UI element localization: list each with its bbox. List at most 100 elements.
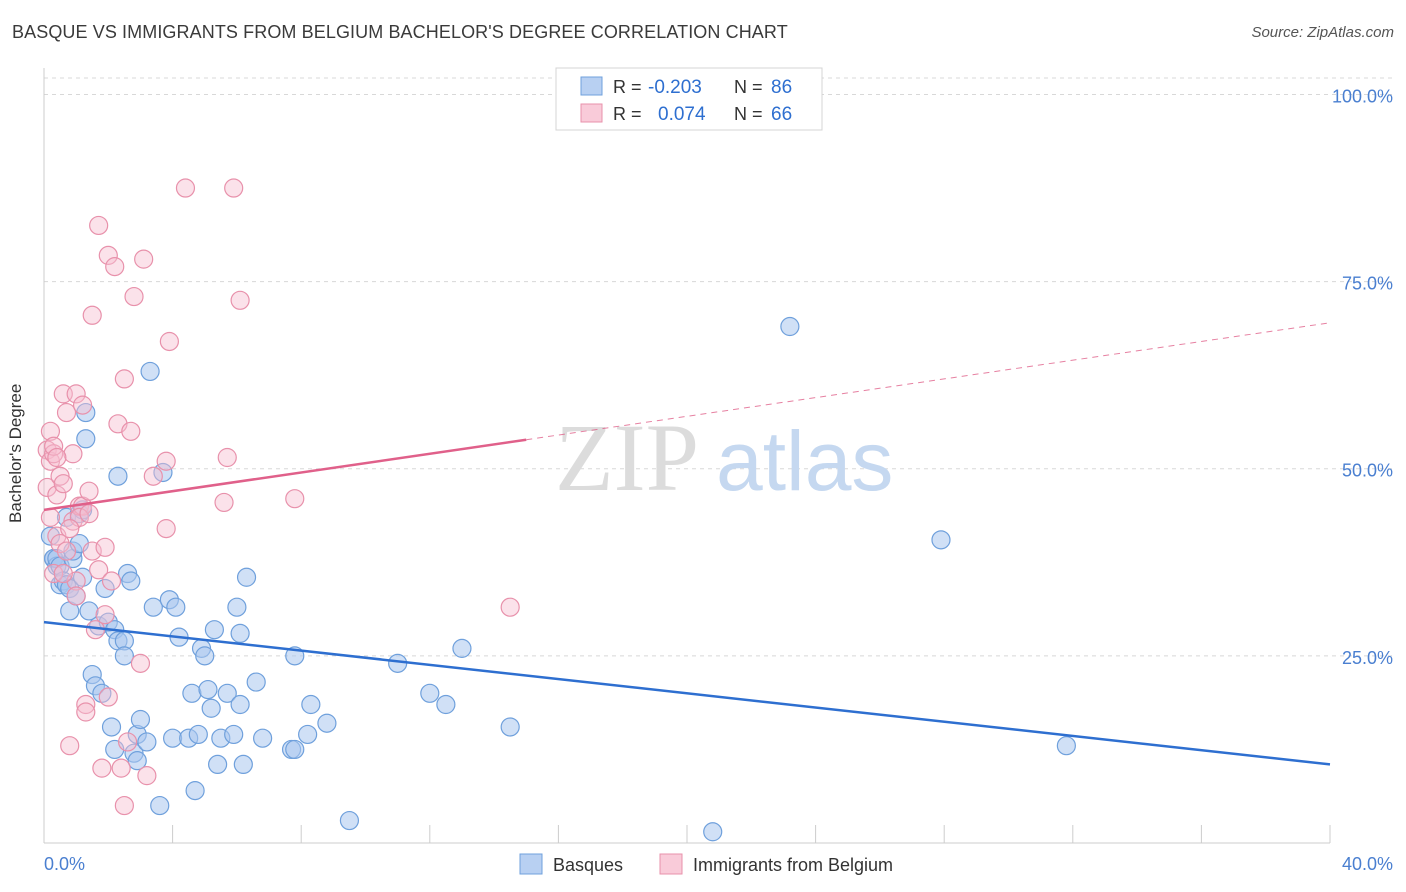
point-basques-58 [208, 754, 228, 775]
legend-n-label-basques: N = [734, 77, 763, 97]
point-basques-61 [224, 724, 244, 745]
y-tick-label-3: 100.0% [1332, 86, 1393, 106]
point-belgium-9 [50, 533, 70, 554]
source-label: Source: ZipAtlas.com [1251, 24, 1394, 41]
watermark-atlas: atlas [716, 414, 893, 508]
point-basques-20 [79, 601, 99, 621]
point-basques-51 [185, 781, 205, 801]
point-belgium-20 [72, 395, 93, 415]
point-belgium-47 [156, 451, 176, 471]
point-basques-79 [452, 638, 472, 658]
point-belgium-49 [159, 331, 179, 352]
point-belgium-4 [44, 444, 64, 464]
point-basques-83 [931, 530, 951, 550]
point-belgium-31 [95, 537, 115, 557]
y-tick-label-2: 75.0% [1342, 274, 1393, 294]
point-belgium-60 [66, 586, 86, 606]
point-belgium-30 [92, 758, 112, 778]
point-basques-73 [301, 694, 321, 715]
point-basques-77 [420, 683, 440, 703]
legend-r-value-basques: -0.203 [648, 77, 702, 98]
series-belgium-points [37, 178, 520, 816]
point-belgium-43 [130, 653, 151, 673]
point-belgium-51 [214, 492, 234, 513]
point-basques-31 [108, 466, 128, 486]
point-belgium-40 [117, 732, 138, 752]
point-belgium-2 [40, 421, 61, 441]
point-basques-43 [150, 795, 170, 816]
bottom-legend-swatch-belgium[interactable] [659, 853, 683, 875]
point-belgium-58 [44, 563, 64, 584]
x-tick-label-end: 40.0% [1342, 854, 1393, 874]
point-belgium-1 [37, 477, 57, 498]
x-tick-labels: 0.0% 40.0% [44, 854, 1393, 874]
point-basques-50 [182, 683, 202, 703]
point-basques-40 [137, 732, 157, 752]
point-belgium-46 [143, 466, 163, 486]
point-basques-66 [236, 567, 257, 587]
point-belgium-59 [53, 563, 73, 584]
y-tick-label-0: 25.0% [1342, 648, 1393, 668]
point-belgium-62 [60, 519, 80, 539]
point-belgium-57 [40, 507, 61, 527]
point-belgium-16 [63, 444, 83, 464]
point-belgium-22 [76, 694, 96, 715]
point-belgium-42 [124, 286, 144, 307]
point-basques-27 [101, 717, 122, 737]
legend-n-value-belgium: 66 [771, 104, 792, 125]
point-belgium-7 [47, 485, 67, 505]
bottom-legend-label-basques[interactable]: Basques [553, 855, 623, 875]
point-belgium-64 [79, 504, 99, 524]
point-belgium-63 [47, 447, 67, 468]
point-belgium-52 [217, 447, 237, 468]
point-basques-0 [40, 526, 61, 546]
point-belgium-11 [53, 474, 73, 494]
point-basques-62 [227, 597, 247, 617]
point-basques-35 [121, 571, 141, 591]
x-tick-label-start: 0.0% [44, 854, 85, 874]
point-belgium-54 [230, 290, 250, 310]
watermark-zip: ZIP [555, 404, 699, 511]
trend-line-basques [43, 620, 1331, 766]
point-basques-76 [388, 653, 408, 673]
point-basques-64 [230, 623, 250, 644]
point-belgium-65 [101, 571, 122, 591]
point-basques-54 [195, 646, 215, 666]
legend-r-value-belgium: 0.074 [658, 104, 706, 125]
trend-lines [43, 322, 1331, 766]
point-basques-19 [76, 429, 96, 449]
legend-n-label-belgium: N = [734, 104, 763, 124]
point-basques-57 [204, 620, 224, 640]
point-basques-37 [127, 751, 147, 771]
legend-r-label-basques: R = [613, 77, 642, 97]
legend-swatch-belgium [580, 103, 603, 123]
point-basques-33 [114, 646, 134, 666]
point-basques-68 [253, 728, 273, 748]
point-basques-52 [188, 724, 208, 745]
point-belgium-14 [60, 736, 80, 756]
point-belgium-39 [114, 369, 134, 389]
point-belgium-29 [89, 215, 109, 236]
point-belgium-24 [79, 481, 99, 501]
point-belgium-41 [121, 421, 141, 441]
series-basques-points [40, 316, 1076, 842]
point-basques-74 [317, 713, 337, 733]
legend-r-label-belgium: R = [613, 104, 642, 124]
point-belgium-55 [285, 489, 305, 509]
point-basques-67 [246, 672, 266, 692]
point-belgium-37 [111, 758, 131, 778]
trend-line-belgium-dashed [526, 322, 1331, 441]
bottom-legend-label-belgium[interactable]: Immigrants from Belgium [693, 855, 893, 875]
point-basques-82 [780, 316, 800, 337]
point-basques-65 [233, 754, 253, 775]
point-belgium-33 [98, 245, 118, 265]
point-belgium-25 [82, 305, 102, 325]
point-basques-39 [130, 709, 151, 730]
point-belgium-5 [44, 436, 64, 456]
correlation-legend: R = -0.203 N = 86 R = 0.074 N = 66 [555, 67, 823, 131]
legend-swatch-basques [580, 76, 603, 96]
bottom-legend-swatch-basques[interactable] [519, 853, 543, 875]
point-belgium-34 [98, 687, 118, 707]
point-basques-63 [230, 694, 250, 715]
point-basques-80 [500, 717, 520, 737]
